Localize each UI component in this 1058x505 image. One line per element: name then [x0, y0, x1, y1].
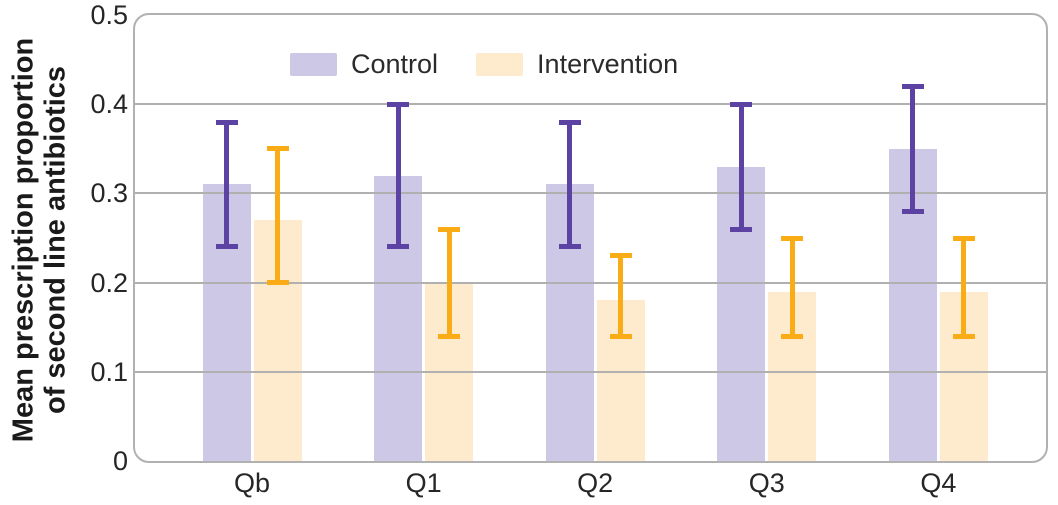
error-cap-top-control-Q4: [901, 83, 924, 89]
error-cap-top-intervention-Q3: [781, 235, 804, 241]
y-tick-label-0.1: 0.1: [90, 356, 128, 387]
y-tick-label-0: 0: [112, 446, 128, 476]
error-cap-bottom-control-Q3: [730, 226, 753, 232]
y-axis-label: Mean prescription proportion of second l…: [8, 38, 73, 442]
error-cap-top-intervention-Q1: [438, 226, 461, 232]
legend-label-intervention: Intervention: [537, 49, 679, 79]
legend-swatch-control: [290, 53, 337, 76]
x-tick-label-Q1: Q1: [405, 468, 442, 498]
error-cap-bottom-control-Q2: [558, 244, 581, 250]
legend: Control Intervention: [290, 51, 716, 78]
error-bar-control-Q1: [395, 104, 401, 247]
error-bar-intervention-Q4: [961, 238, 967, 337]
legend-swatch-intervention: [476, 53, 524, 76]
error-cap-bottom-control-Q4: [901, 208, 924, 214]
error-bar-control-Qb: [224, 122, 229, 247]
error-bar-control-Q2: [567, 122, 573, 247]
gridline-0.1: [135, 370, 1046, 373]
error-bar-control-Q3: [738, 104, 744, 230]
error-cap-top-control-Q2: [558, 119, 581, 125]
error-bar-intervention-Q2: [618, 255, 624, 337]
error-cap-bottom-intervention-Qb: [266, 280, 289, 286]
gridline-0.3: [135, 192, 1046, 195]
x-tick-label-Qb: Qb: [233, 468, 271, 498]
error-cap-top-control-Q1: [387, 101, 410, 107]
error-bar-intervention-Qb: [275, 148, 280, 283]
error-cap-top-control-Qb: [215, 119, 238, 125]
error-cap-top-intervention-Qb: [266, 146, 289, 152]
plot-inner: Control Intervention: [135, 15, 1046, 461]
error-bar-intervention-Q3: [789, 238, 795, 337]
error-cap-bottom-intervention-Q3: [781, 333, 804, 339]
error-bar-control-Q4: [910, 86, 916, 212]
error-cap-bottom-intervention-Q1: [438, 333, 461, 339]
y-tick-label-0.4: 0.4: [90, 89, 128, 120]
x-tick-label-Q3: Q3: [748, 468, 785, 498]
y-tick-label-0.2: 0.2: [90, 267, 128, 298]
error-cap-bottom-control-Qb: [215, 244, 238, 250]
y-tick-label-0.3: 0.3: [90, 178, 128, 209]
legend-label-control: Control: [351, 49, 439, 79]
y-axis-label-line-1: Mean prescription proportion: [7, 37, 40, 443]
error-cap-bottom-intervention-Q4: [952, 333, 975, 339]
x-tick-label-Q4: Q4: [920, 468, 957, 498]
error-cap-bottom-intervention-Q2: [609, 333, 632, 339]
x-tick-label-Q2: Q2: [577, 468, 614, 498]
gridline-0.2: [135, 281, 1046, 284]
error-bar-intervention-Q1: [446, 229, 452, 337]
legend-entry-intervention: Intervention: [476, 51, 678, 78]
y-tick-label-0.5: 0.5: [90, 0, 128, 30]
error-cap-top-intervention-Q2: [609, 253, 632, 259]
gridline-0.4: [135, 103, 1046, 106]
legend-entry-control: Control: [290, 51, 438, 78]
error-cap-top-control-Q3: [730, 101, 753, 107]
error-cap-top-intervention-Q4: [952, 235, 975, 241]
error-cap-bottom-control-Q1: [387, 244, 410, 250]
